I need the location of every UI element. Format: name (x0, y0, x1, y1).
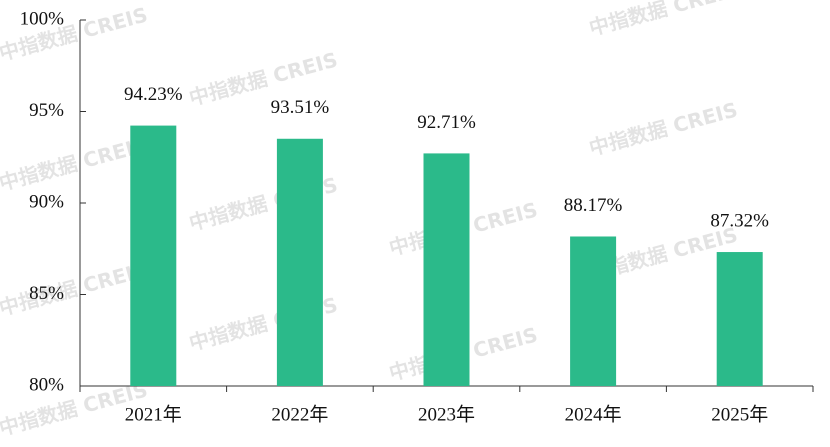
watermark: 中指数据 CREIS (0, 132, 150, 195)
y-tick-label: 95% (29, 100, 64, 121)
watermark: 中指数据 CREIS (587, 0, 741, 40)
y-tick-label: 80% (29, 374, 64, 395)
y-tick-label: 90% (29, 191, 64, 212)
x-tick-label: 2022年 (271, 403, 328, 425)
data-label: 93.51% (271, 97, 330, 118)
watermark: 中指数据 CREIS (0, 257, 150, 320)
y-tick-label: 100% (20, 8, 65, 29)
y-tick-label: 85% (29, 283, 64, 304)
watermarks: 中指数据 CREIS 中指数据 CREIS 中指数据 CREIS 中指数据 CR… (0, 0, 740, 440)
watermark: 中指数据 CREIS (587, 97, 741, 160)
data-label: 88.17% (564, 195, 623, 216)
x-tick-label: 2024年 (565, 403, 622, 425)
data-label: 94.23% (124, 84, 183, 105)
x-tick-label: 2021年 (125, 403, 182, 425)
x-tick-label: 2025年 (711, 403, 768, 425)
bar (276, 138, 323, 386)
x-tick-label: 2023年 (418, 403, 475, 425)
data-label: 87.32% (710, 210, 769, 231)
bar (570, 236, 617, 386)
bar (423, 153, 470, 386)
bar (716, 252, 763, 386)
data-label: 92.71% (417, 112, 476, 133)
bar (130, 125, 177, 386)
